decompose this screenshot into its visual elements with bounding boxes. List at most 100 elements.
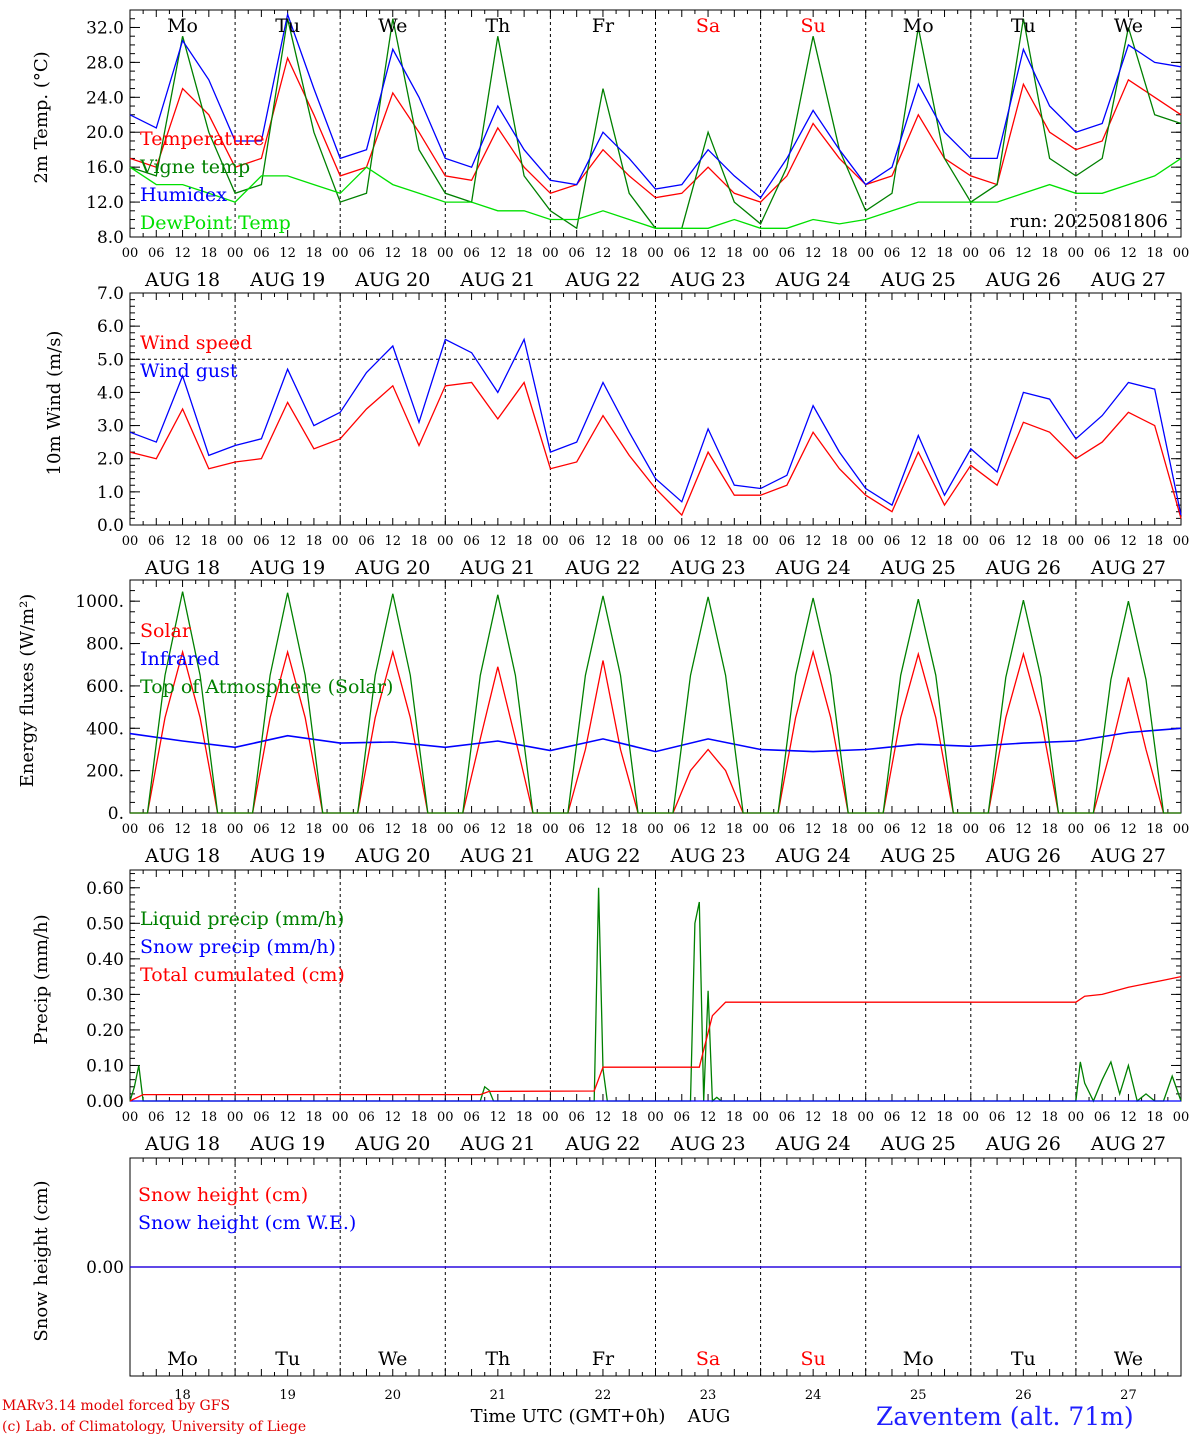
x-hour-label: 06 <box>779 534 796 549</box>
x-date-label: AUG 24 <box>775 1133 851 1155</box>
y-axis-title: 10m Wind (m/s) <box>44 331 65 476</box>
x-hour-label: 00 <box>647 1110 664 1125</box>
x-hour-label: 00 <box>647 246 664 261</box>
x-hour-label: 12 <box>279 1110 296 1125</box>
x-hour-label: 12 <box>1120 1110 1137 1125</box>
x-hour-label: 06 <box>884 1110 901 1125</box>
day-number-label: 23 <box>700 1388 717 1403</box>
day-number-label: 20 <box>384 1388 401 1403</box>
x-hour-label: 18 <box>936 1110 953 1125</box>
x-date-label: AUG 22 <box>564 845 640 867</box>
x-hour-label: 06 <box>463 822 480 837</box>
lab-credit-text: (c) Lab. of Climatology, University of L… <box>2 1419 307 1435</box>
x-hour-label: 18 <box>621 246 638 261</box>
x-hour-label: 18 <box>621 822 638 837</box>
x-hour-label: 12 <box>490 1110 507 1125</box>
x-hour-label: 06 <box>568 534 585 549</box>
y-axis-title: Precip (mm/h) <box>31 914 52 1044</box>
weekday-label: Fr <box>592 1348 615 1370</box>
series-line-wind-gust <box>129 337 1182 516</box>
x-hour-label: 00 <box>227 822 244 837</box>
legend-entry: Humidex <box>140 184 227 206</box>
x-hour-label: 06 <box>779 822 796 837</box>
x-hour-label: 06 <box>779 246 796 261</box>
x-hour-label: 18 <box>306 534 323 549</box>
x-hour-label: 18 <box>1041 1110 1058 1125</box>
x-hour-label: 12 <box>595 246 612 261</box>
weekday-label: Su <box>801 15 826 37</box>
x-hour-label: 12 <box>1015 534 1032 549</box>
y-tick-label: 12.0 <box>86 193 124 213</box>
x-hour-label: 18 <box>621 1110 638 1125</box>
panel-snow: 0.00 Snow height (cm) Snow height (cm) Snow… <box>31 1157 1182 1377</box>
y-tick-label: 0.00 <box>86 1092 124 1112</box>
x-hour-label: 18 <box>621 534 638 549</box>
x-hour-label: 06 <box>148 822 165 837</box>
panel-temperature: 8.0 12.0 16.0 20.0 24.0 28.0 32.0 2m Temp. (°C)… <box>31 9 1190 291</box>
x-hour-label: 06 <box>358 822 375 837</box>
x-date-label: AUG 24 <box>775 845 851 867</box>
x-hour-label: 12 <box>490 534 507 549</box>
x-hour-label: 00 <box>1173 534 1190 549</box>
series-line-top-of-atmosphere-solar- <box>130 591 1181 814</box>
x-hour-label: 12 <box>174 822 191 837</box>
x-hour-label: 06 <box>884 822 901 837</box>
x-hour-label: 18 <box>1146 246 1163 261</box>
x-hour-label: 06 <box>674 1110 691 1125</box>
x-hour-label: 00 <box>1173 1110 1190 1125</box>
x-hour-label: 18 <box>726 246 743 261</box>
y-tick-label: 16.0 <box>86 158 124 178</box>
x-hour-label: 12 <box>700 246 717 261</box>
y-tick-label: 0.60 <box>86 879 124 899</box>
x-hour-label: 00 <box>1068 1110 1085 1125</box>
x-hour-label: 12 <box>595 1110 612 1125</box>
y-tick-label: 0.50 <box>86 914 124 934</box>
x-hour-label: 00 <box>122 534 139 549</box>
x-hour-label: 06 <box>463 1110 480 1125</box>
x-hour-label: 00 <box>752 822 769 837</box>
x-hour-label: 06 <box>463 534 480 549</box>
x-hour-label: 00 <box>857 534 874 549</box>
x-hour-label: 06 <box>989 534 1006 549</box>
y-tick-label: 3.0 <box>97 417 124 437</box>
legend-entry: Snow precip (mm/h) <box>140 936 336 958</box>
x-hour-label: 00 <box>963 822 980 837</box>
x-date-label: AUG 27 <box>1090 557 1166 579</box>
x-date-label: AUG 18 <box>144 557 220 579</box>
x-hour-label: 00 <box>857 822 874 837</box>
y-tick-label: 0.0 <box>97 516 124 536</box>
day-number-label: 25 <box>910 1388 927 1403</box>
x-hour-label: 12 <box>1015 246 1032 261</box>
x-hour-label: 12 <box>805 246 822 261</box>
weekday-label: Th <box>485 15 510 37</box>
x-hour-label: 12 <box>1120 246 1137 261</box>
x-hour-label: 06 <box>989 822 1006 837</box>
legend-entry: Snow height (cm W.E.) <box>138 1212 356 1234</box>
x-date-label: AUG 27 <box>1090 1133 1166 1155</box>
x-hour-label: 18 <box>726 1110 743 1125</box>
x-hour-label: 12 <box>490 822 507 837</box>
weekday-label: Mo <box>167 15 198 37</box>
x-date-label: AUG 20 <box>354 845 430 867</box>
x-hour-label: 12 <box>910 246 927 261</box>
x-hour-label: 12 <box>595 822 612 837</box>
y-tick-label: 0.10 <box>86 1056 124 1076</box>
x-hour-label: 12 <box>279 246 296 261</box>
x-hour-label: 12 <box>910 822 927 837</box>
x-hour-label: 06 <box>779 1110 796 1125</box>
x-hour-label: 06 <box>148 534 165 549</box>
legend-entry: Snow height (cm) <box>138 1184 308 1206</box>
x-hour-label: 00 <box>332 534 349 549</box>
x-hour-label: 00 <box>752 246 769 261</box>
x-date-label: AUG 25 <box>880 557 956 579</box>
y-tick-label: 32.0 <box>86 18 124 38</box>
x-hour-label: 00 <box>1068 534 1085 549</box>
x-hour-label: 12 <box>1120 534 1137 549</box>
x-hour-label: 00 <box>1173 246 1190 261</box>
x-date-label: AUG 23 <box>669 269 745 291</box>
station-name: Zaventem (alt. 71m) <box>876 1402 1134 1431</box>
x-date-label: AUG 23 <box>669 557 745 579</box>
y-tick-label: 0.00 <box>86 1258 124 1278</box>
x-hour-label: 06 <box>989 1110 1006 1125</box>
x-hour-label: 00 <box>542 246 559 261</box>
